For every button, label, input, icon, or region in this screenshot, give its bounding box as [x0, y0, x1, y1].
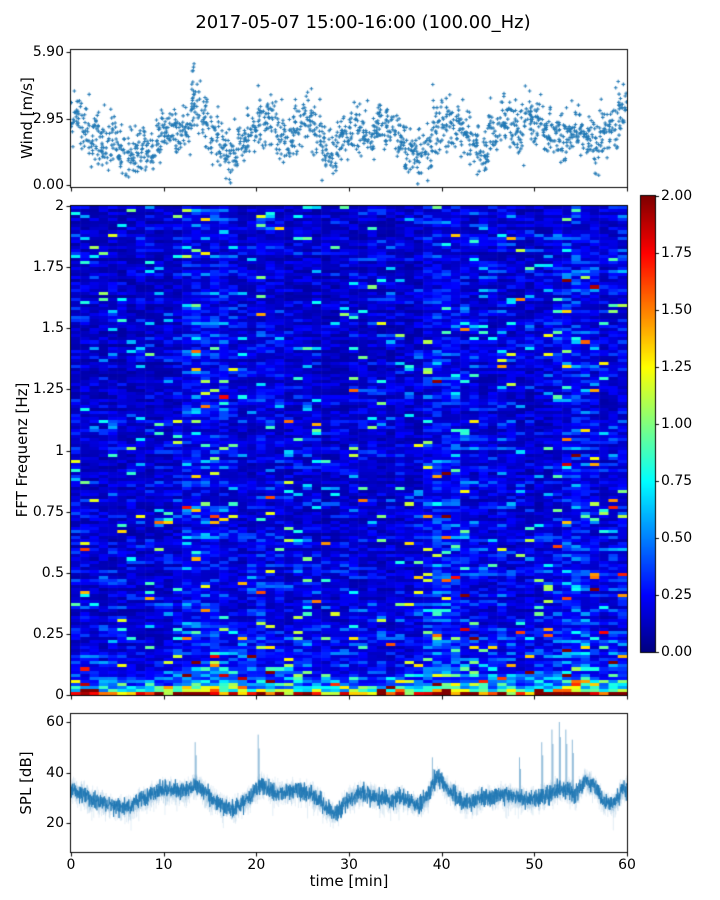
tick-label: 2.95	[32, 110, 64, 127]
tick-label: 0.00	[32, 177, 64, 193]
colorbar	[641, 196, 655, 652]
tick-label: 1.50	[661, 302, 693, 318]
tick-label: 40	[432, 857, 451, 873]
spectrogram-area	[71, 206, 627, 695]
wind-plot-area	[71, 50, 627, 187]
spl-axis-label: SPL [dB]	[17, 751, 35, 815]
tick-label: 1.75	[661, 245, 693, 261]
tick-label: 1	[55, 442, 64, 459]
tick-label: 0.25	[32, 625, 64, 642]
tick-label: 20	[46, 815, 64, 831]
tick-label: 0.5	[41, 564, 64, 581]
time-axis-label: time [min]	[309, 872, 389, 890]
tick-label: 40	[46, 764, 64, 781]
figure-title: 2017-05-07 15:00-16:00 (100.00_Hz)	[195, 12, 531, 33]
tick-label: 1.5	[41, 320, 64, 337]
tick-label: 0	[66, 857, 76, 873]
tick-label: 1.25	[661, 359, 693, 375]
tick-label: 5.90	[32, 44, 64, 60]
tick-label: 1.75	[32, 259, 64, 276]
tick-label: 60	[46, 714, 64, 730]
tick-label: 0.75	[32, 503, 64, 520]
tick-label: 0	[55, 687, 64, 703]
tick-label: 1.25	[32, 381, 64, 398]
tick-label: 30	[340, 857, 358, 873]
tick-label: 10	[154, 857, 173, 873]
tick-label: 60	[618, 857, 636, 873]
fft-axis-label: FFT Frequenz [Hz]	[13, 382, 31, 518]
tick-label: 2	[55, 198, 64, 214]
tick-label: 2.00	[661, 188, 693, 204]
tick-label: 0.25	[661, 587, 693, 603]
tick-label: 20	[247, 857, 266, 873]
tick-label: 0.75	[661, 473, 693, 489]
spl-plot-area	[71, 714, 627, 852]
tick-label: 1.00	[661, 416, 693, 432]
tick-label: 0.50	[661, 530, 693, 546]
tick-label: 0.00	[661, 644, 693, 660]
tick-label: 50	[525, 857, 544, 873]
